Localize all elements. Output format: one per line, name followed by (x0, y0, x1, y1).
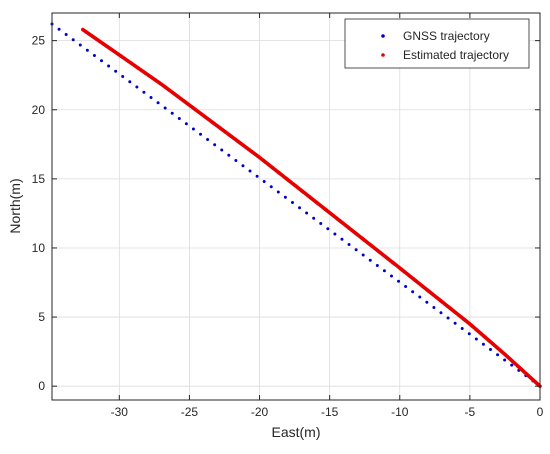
gnss-point (276, 190, 280, 194)
gnss-point (411, 290, 415, 294)
gnss-point (496, 353, 500, 357)
grid-layer (52, 13, 541, 400)
gnss-point (241, 164, 245, 168)
y-tick-label: 20 (32, 103, 46, 117)
y-tick-label: 0 (38, 379, 45, 393)
legend-label-gnss: GNSS trajectory (403, 29, 490, 43)
gnss-point (220, 148, 224, 152)
gnss-point (248, 169, 252, 173)
gnss-point (382, 269, 386, 273)
gnss-point (340, 237, 344, 241)
gnss-point (481, 342, 485, 346)
axes-box (51, 12, 541, 401)
gnss-point (354, 248, 358, 252)
gnss-point (149, 96, 153, 100)
gnss-point (425, 300, 429, 304)
legend-marker-estimated (381, 53, 385, 57)
gnss-point (135, 85, 139, 89)
gnss-point (453, 321, 457, 325)
y-tick-label: 10 (32, 241, 46, 255)
gnss-point (227, 153, 231, 157)
gnss-point (107, 64, 111, 68)
gnss-point (347, 242, 351, 246)
gnss-point (128, 80, 132, 84)
gnss-point (418, 295, 422, 299)
gnss-point (283, 195, 287, 199)
gnss-point (326, 227, 330, 231)
gnss-point (290, 200, 294, 204)
tick-layer: -30 -25 -20 -15 -10 -5 0 0 5 10 15 20 25 (32, 13, 544, 419)
gnss-point (305, 211, 309, 215)
gnss-point (432, 305, 436, 309)
gnss-point (319, 221, 323, 225)
y-tick-label: 25 (32, 34, 46, 48)
gnss-point (474, 337, 478, 341)
gnss-point (269, 185, 273, 189)
gnss-point (460, 326, 464, 330)
gnss-point (170, 111, 174, 115)
gnss-point (262, 180, 266, 184)
y-axis-label: North(m) (7, 178, 23, 233)
gnss-point (156, 101, 160, 105)
x-tick-label: 0 (537, 405, 544, 419)
series-layer (50, 22, 542, 388)
gnss-point (397, 279, 401, 283)
gnss-point (78, 43, 82, 47)
gnss-point (121, 75, 125, 79)
y-tick-label: 15 (32, 172, 46, 186)
legend-box (344, 18, 530, 69)
gnss-point (488, 347, 492, 351)
gnss-point (100, 59, 104, 63)
gnss-point (368, 258, 372, 262)
x-tick-label: -5 (465, 405, 476, 419)
gnss-point (333, 232, 337, 236)
series-gnss-trajectory (50, 22, 542, 388)
gnss-point (71, 38, 75, 42)
series-estimated-trajectory (81, 27, 542, 388)
x-axis-label: East(m) (272, 424, 321, 440)
gnss-point (361, 253, 365, 257)
gnss-point (446, 316, 450, 320)
gnss-point (312, 216, 316, 220)
y-tick-label: 5 (38, 310, 45, 324)
gnss-point (184, 122, 188, 126)
gnss-point (85, 48, 89, 52)
gnss-point (389, 274, 393, 278)
gnss-point (199, 132, 203, 136)
gnss-point (191, 127, 195, 131)
x-tick-label: -25 (181, 405, 199, 419)
gnss-point (510, 363, 514, 367)
x-tick-label: -20 (251, 405, 269, 419)
gnss-point (439, 311, 443, 315)
gnss-point (142, 90, 146, 94)
gnss-point (255, 174, 259, 178)
gnss-point (234, 159, 238, 163)
gnss-point (298, 206, 302, 210)
x-tick-label: -30 (111, 405, 129, 419)
gnss-point (64, 33, 68, 37)
gnss-point (92, 54, 96, 58)
gnss-point (57, 27, 61, 31)
gnss-point (503, 358, 507, 362)
legend-label-estimated: Estimated trajectory (403, 48, 509, 62)
gnss-point (177, 117, 181, 121)
gnss-point (404, 284, 408, 288)
x-tick-label: -15 (321, 405, 339, 419)
x-tick-label: -10 (391, 405, 409, 419)
gnss-point (467, 332, 471, 336)
gnss-point (114, 69, 118, 73)
gnss-point (163, 106, 167, 110)
gnss-point (375, 263, 379, 267)
gnss-point (213, 143, 217, 147)
legend-marker-gnss (381, 34, 385, 38)
gnss-point (206, 138, 210, 142)
legend: GNSS trajectory Estimated trajectory (344, 18, 530, 69)
